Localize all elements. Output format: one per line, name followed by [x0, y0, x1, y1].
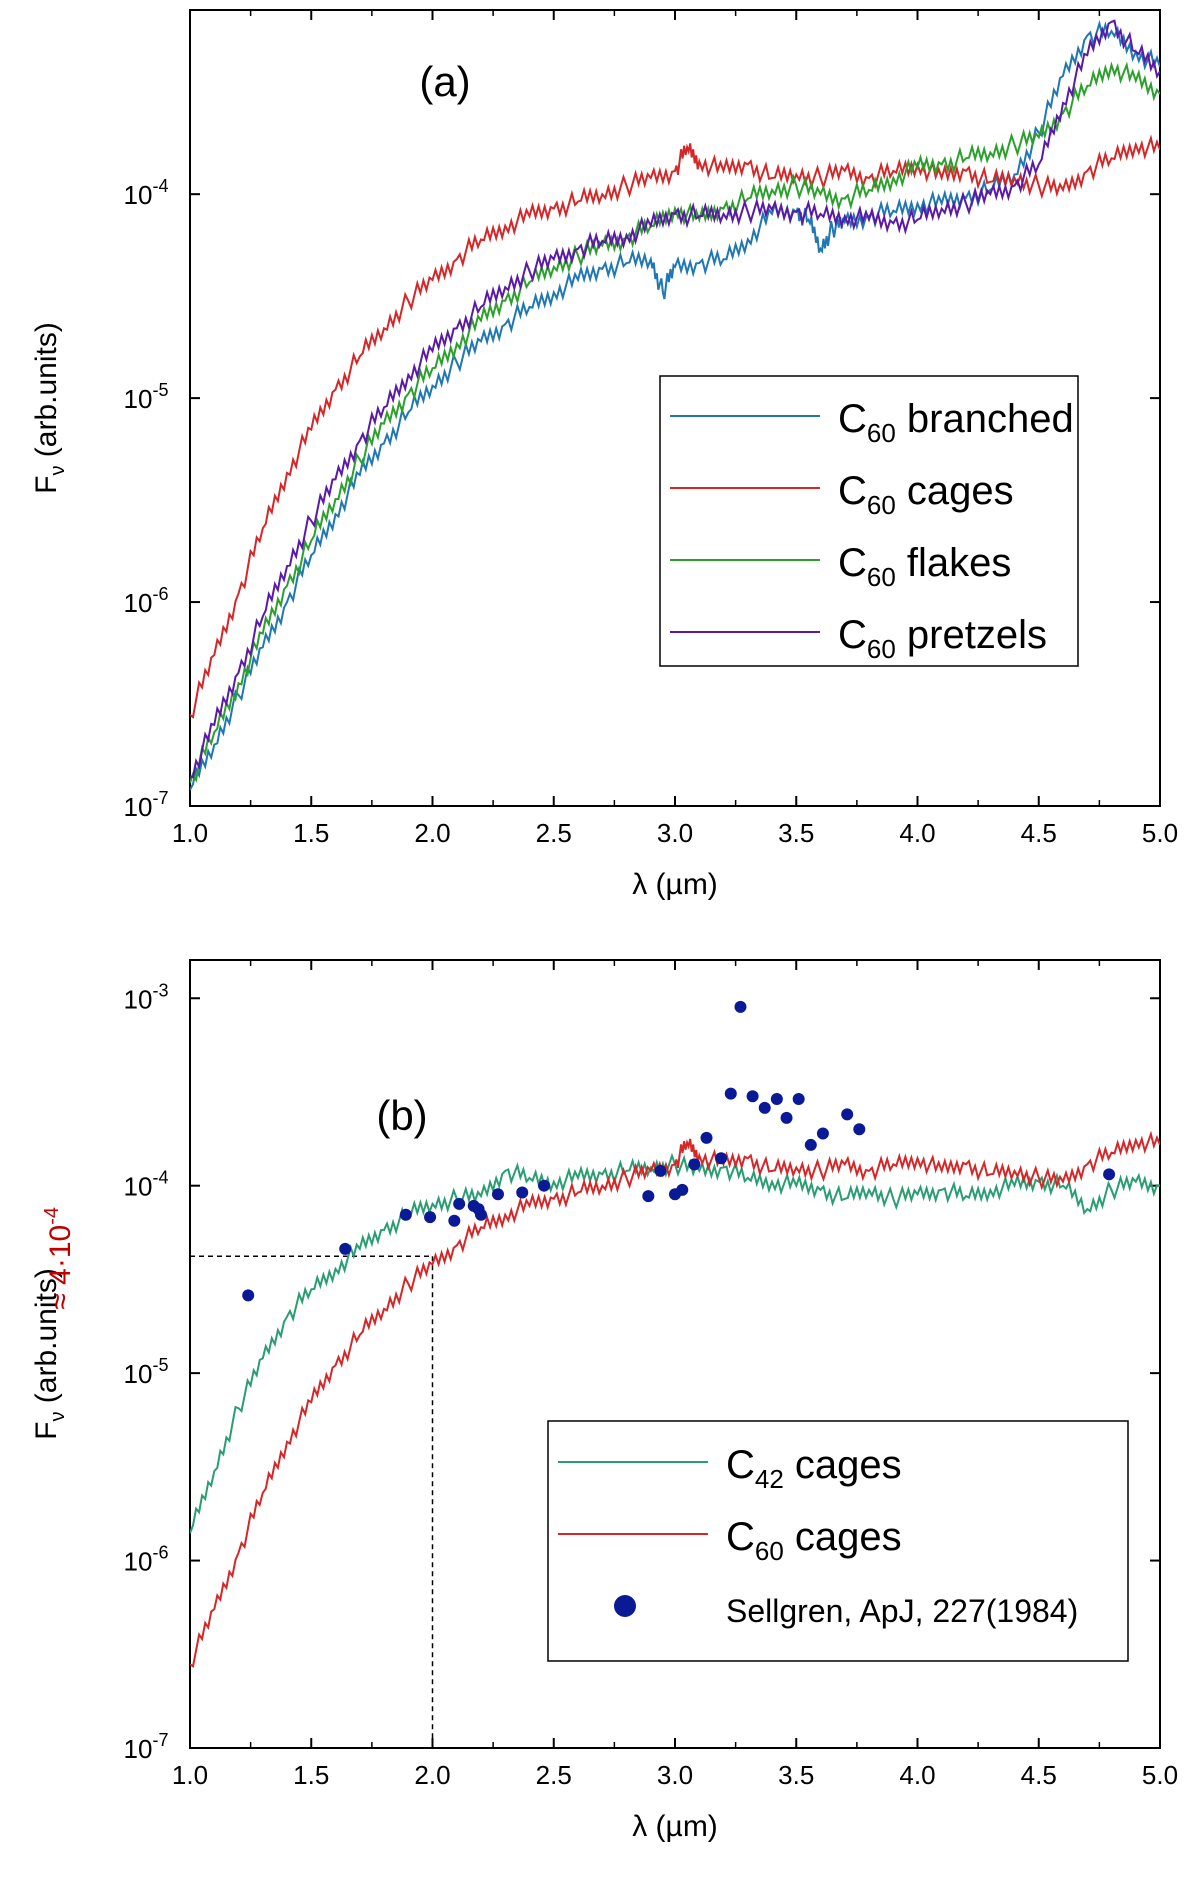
data-point [715, 1152, 728, 1165]
panel-a: 1.0 1.5 2.0 2.5 3.0 3.5 4.0 4.5 5.0 10-7 10-6 10-5 1… [30, 9, 1178, 901]
y-tick-label: 10-5 [124, 1355, 169, 1389]
data-point [242, 1289, 255, 1302]
data-point [424, 1211, 437, 1224]
data-point [453, 1197, 466, 1210]
data-point [770, 1093, 783, 1106]
x-tick-label: 1.0 [172, 1760, 208, 1790]
x-tick-label: 3.0 [657, 818, 693, 848]
data-point [1103, 1168, 1116, 1181]
data-point [700, 1131, 713, 1144]
x-tick-label: 4.5 [1021, 818, 1057, 848]
y-tick-label: 10-6 [124, 1543, 169, 1577]
legend-marker [614, 1595, 636, 1617]
series-line-1 [190, 1130, 1160, 1669]
x-tick-label: 1.5 [293, 818, 329, 848]
x-tick-label: 4.0 [899, 1760, 935, 1790]
y-tick-label: 10-3 [124, 980, 169, 1014]
data-point [804, 1138, 817, 1151]
data-point [399, 1208, 412, 1221]
y-tick-label: 10-4 [124, 1168, 169, 1202]
data-point [339, 1242, 352, 1255]
data-point [538, 1179, 551, 1192]
x-axis-title: λ (µm) [632, 868, 718, 901]
panel-label: (a) [419, 58, 470, 105]
plot-area [190, 19, 1160, 791]
x-tick-label: 3.5 [778, 818, 814, 848]
x-tick-label: 1.5 [293, 1760, 329, 1790]
plot-area [190, 1000, 1160, 1669]
legend-label: C60 cages [726, 1515, 902, 1566]
y-tick-label: 10-7 [124, 788, 169, 822]
data-point [758, 1101, 771, 1114]
x-tick-label: 3.0 [657, 1760, 693, 1790]
legend-label: C60 flakes [838, 541, 1011, 592]
series-line-2 [190, 61, 1160, 784]
y-tick-label: 10-7 [124, 1730, 169, 1764]
x-tick-label: 2.5 [536, 1760, 572, 1790]
data-point [475, 1208, 487, 1221]
data-point [642, 1190, 655, 1203]
x-tick-label: 2.0 [414, 1760, 450, 1790]
data-point [491, 1188, 504, 1201]
legend-label: C60 branched [838, 397, 1074, 448]
data-point [448, 1214, 461, 1227]
legend: C60 branched C60 cages C60 flakes C60 pretz… [659, 375, 1079, 667]
legend-label: Sellgren, ApJ, 227(1984) [726, 1593, 1078, 1629]
series-line-1 [190, 134, 1160, 719]
panel-label: (b) [376, 1092, 427, 1139]
y-axis-title: Fν (arb.units) [30, 1268, 69, 1440]
x-axis-title: λ (µm) [632, 1810, 718, 1843]
data-point [780, 1111, 793, 1124]
data-point [724, 1087, 737, 1100]
data-point [734, 1000, 747, 1013]
data-point [516, 1186, 529, 1199]
y-tick-label: 10-4 [124, 176, 169, 210]
y-axis-title: Fν (arb.units) [30, 322, 69, 494]
data-point [816, 1127, 829, 1140]
legend-box [659, 375, 1079, 667]
y-tick-label: 10-6 [124, 584, 169, 618]
x-tick-label: 4.5 [1021, 1760, 1057, 1790]
data-point [841, 1108, 854, 1121]
data-point [746, 1090, 759, 1103]
data-point [654, 1164, 667, 1177]
data-point [688, 1158, 701, 1171]
data-point [792, 1093, 805, 1106]
data-point [853, 1123, 866, 1136]
x-tick-label: 2.5 [536, 818, 572, 848]
x-tick-label: 3.5 [778, 1760, 814, 1790]
legend-label: C60 pretzels [838, 613, 1047, 664]
y-tick-label: 10-5 [124, 380, 169, 414]
legend-label: C42 cages [726, 1443, 902, 1494]
x-tick-label: 5.0 [1142, 1760, 1178, 1790]
legend: C42 cages C60 cages Sellgren, ApJ, 227(198… [547, 1420, 1129, 1662]
x-tick-label: 1.0 [172, 818, 208, 848]
annotation-label: ≈ 4·10-4 [41, 1207, 77, 1310]
series-line-3 [190, 19, 1160, 779]
data-point [676, 1183, 689, 1196]
x-tick-label: 2.0 [414, 818, 450, 848]
panel-b: 1.0 1.5 2.0 2.5 3.0 3.5 4.0 4.5 5.0 10-7 10-6 10-5 1… [30, 959, 1178, 1843]
x-tick-label: 5.0 [1142, 818, 1178, 848]
legend-label: C60 cages [838, 469, 1014, 520]
x-tick-label: 4.0 [899, 818, 935, 848]
